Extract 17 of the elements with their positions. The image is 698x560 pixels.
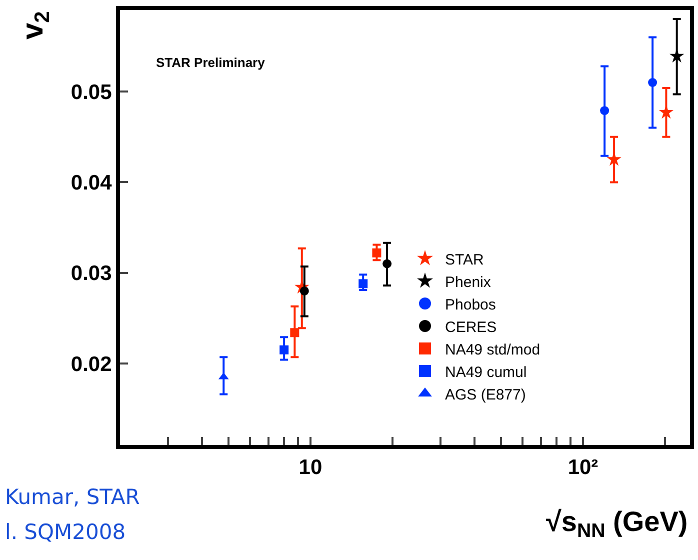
y-tick-label: 0.03 — [70, 262, 112, 286]
annotation: STAR Preliminary — [156, 55, 266, 70]
y-tick-label: 0.02 — [70, 352, 112, 376]
legend-label: NA49 std/mod — [445, 341, 540, 358]
x-axis-title: √s$_{NN}$ (GeV) — [546, 506, 688, 542]
legend-label: NA49 cumul — [445, 364, 527, 381]
legend-label: Phobos — [445, 296, 496, 314]
y-tick-label: 0.04 — [70, 172, 112, 195]
legend-label: CERES — [445, 318, 497, 336]
legend-label: Phenix — [445, 274, 492, 291]
text: l. SQM2008 — [5, 520, 126, 544]
x-tick-label: 10 — [298, 456, 322, 480]
y-tick-label: 0.05 — [70, 80, 112, 104]
legend-label: STAR — [445, 251, 484, 268]
text: Kumar, STAR — [5, 485, 140, 509]
x-tick-label: 10² — [568, 456, 598, 480]
legend-label: AGS (E877) — [445, 386, 526, 404]
